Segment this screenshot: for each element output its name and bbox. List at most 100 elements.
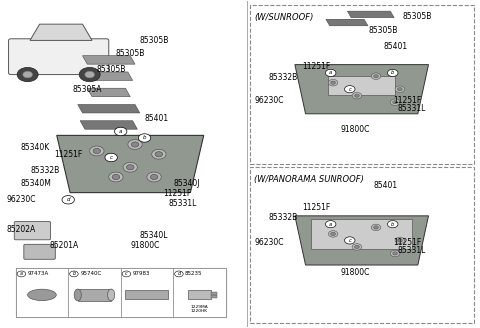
Circle shape bbox=[373, 74, 378, 78]
Text: 11251F: 11251F bbox=[302, 203, 330, 213]
Text: 85305B: 85305B bbox=[402, 11, 432, 21]
Text: 91800C: 91800C bbox=[340, 268, 370, 277]
Bar bbox=[328, 76, 395, 95]
Circle shape bbox=[112, 174, 120, 180]
Circle shape bbox=[17, 271, 26, 277]
Text: 85305B: 85305B bbox=[369, 26, 398, 35]
Circle shape bbox=[70, 271, 78, 277]
Text: 85340M: 85340M bbox=[21, 179, 51, 188]
Circle shape bbox=[93, 148, 101, 154]
Circle shape bbox=[150, 174, 158, 180]
Circle shape bbox=[331, 232, 336, 236]
Text: 85201A: 85201A bbox=[49, 241, 78, 250]
Circle shape bbox=[393, 101, 397, 104]
Circle shape bbox=[325, 69, 336, 76]
Circle shape bbox=[115, 127, 127, 136]
Bar bbox=[311, 219, 412, 249]
Text: 85331L: 85331L bbox=[168, 198, 197, 208]
Bar bbox=[250, 5, 474, 164]
Text: 95740C: 95740C bbox=[80, 272, 101, 277]
Circle shape bbox=[397, 239, 402, 242]
Polygon shape bbox=[87, 88, 130, 97]
Text: 85340J: 85340J bbox=[173, 179, 200, 188]
Circle shape bbox=[90, 146, 104, 156]
Text: 85340L: 85340L bbox=[140, 231, 168, 240]
Text: 97473A: 97473A bbox=[28, 272, 49, 277]
Text: 11251F: 11251F bbox=[164, 189, 192, 198]
Bar bbox=[16, 268, 226, 317]
Circle shape bbox=[393, 252, 397, 255]
Text: 85332B: 85332B bbox=[269, 73, 298, 82]
Text: a: a bbox=[329, 222, 332, 227]
Text: 85401: 85401 bbox=[383, 42, 408, 51]
Polygon shape bbox=[295, 216, 429, 265]
Polygon shape bbox=[326, 19, 368, 26]
Circle shape bbox=[387, 69, 398, 76]
Text: 85340K: 85340K bbox=[21, 143, 50, 152]
Circle shape bbox=[371, 73, 381, 79]
Bar bbox=[173, 268, 226, 317]
Text: 91800C: 91800C bbox=[340, 125, 370, 134]
Text: d: d bbox=[66, 197, 70, 202]
Text: a: a bbox=[329, 71, 332, 75]
Circle shape bbox=[331, 81, 336, 84]
Bar bbox=[188, 290, 211, 299]
Text: 96230C: 96230C bbox=[254, 237, 284, 247]
Text: 85332B: 85332B bbox=[30, 166, 59, 175]
Text: 97983: 97983 bbox=[132, 272, 150, 277]
FancyBboxPatch shape bbox=[9, 39, 109, 74]
Text: c: c bbox=[348, 238, 351, 243]
Circle shape bbox=[328, 231, 338, 237]
Circle shape bbox=[390, 250, 400, 257]
Text: b: b bbox=[143, 135, 146, 140]
Text: 85401: 85401 bbox=[373, 181, 398, 190]
Text: c: c bbox=[348, 87, 351, 92]
Bar bbox=[211, 295, 217, 298]
Text: (W/PANORAMA SUNROOF): (W/PANORAMA SUNROOF) bbox=[254, 175, 364, 184]
Text: 85331L: 85331L bbox=[397, 104, 426, 113]
Bar bbox=[250, 167, 474, 323]
Text: (W/SUNROOF): (W/SUNROOF) bbox=[254, 13, 314, 22]
Text: 1220HK: 1220HK bbox=[191, 309, 208, 313]
Text: 96230C: 96230C bbox=[6, 195, 36, 204]
FancyBboxPatch shape bbox=[24, 244, 55, 259]
Text: c: c bbox=[125, 272, 128, 277]
Text: 85305B: 85305B bbox=[140, 36, 169, 45]
Circle shape bbox=[355, 245, 360, 249]
Circle shape bbox=[152, 149, 166, 159]
Circle shape bbox=[122, 271, 131, 277]
Circle shape bbox=[345, 86, 355, 93]
Polygon shape bbox=[85, 72, 132, 80]
Circle shape bbox=[155, 152, 163, 157]
Text: 85401: 85401 bbox=[144, 114, 168, 123]
Ellipse shape bbox=[28, 289, 56, 300]
Circle shape bbox=[62, 195, 74, 204]
Bar bbox=[120, 268, 173, 317]
Polygon shape bbox=[348, 11, 394, 18]
Text: b: b bbox=[72, 272, 75, 277]
Text: 96230C: 96230C bbox=[254, 96, 284, 105]
Circle shape bbox=[123, 162, 137, 172]
Text: 1229MA: 1229MA bbox=[191, 305, 208, 309]
Circle shape bbox=[352, 244, 362, 250]
Polygon shape bbox=[295, 65, 429, 114]
Ellipse shape bbox=[74, 289, 81, 301]
Text: b: b bbox=[391, 222, 395, 227]
Circle shape bbox=[85, 71, 95, 78]
Circle shape bbox=[79, 68, 100, 82]
Polygon shape bbox=[57, 135, 204, 193]
Text: 11251F: 11251F bbox=[393, 96, 421, 105]
Bar bbox=[78, 289, 111, 301]
Bar bbox=[211, 292, 217, 295]
Text: c: c bbox=[109, 155, 113, 160]
Text: b: b bbox=[391, 71, 395, 75]
Bar bbox=[68, 268, 120, 317]
Text: 85305B: 85305B bbox=[116, 49, 145, 58]
Circle shape bbox=[175, 271, 183, 277]
Circle shape bbox=[23, 71, 33, 78]
Circle shape bbox=[395, 86, 405, 92]
Circle shape bbox=[109, 172, 123, 182]
Text: 11251F: 11251F bbox=[393, 237, 421, 247]
Circle shape bbox=[395, 237, 405, 244]
Text: 85332B: 85332B bbox=[269, 213, 298, 222]
